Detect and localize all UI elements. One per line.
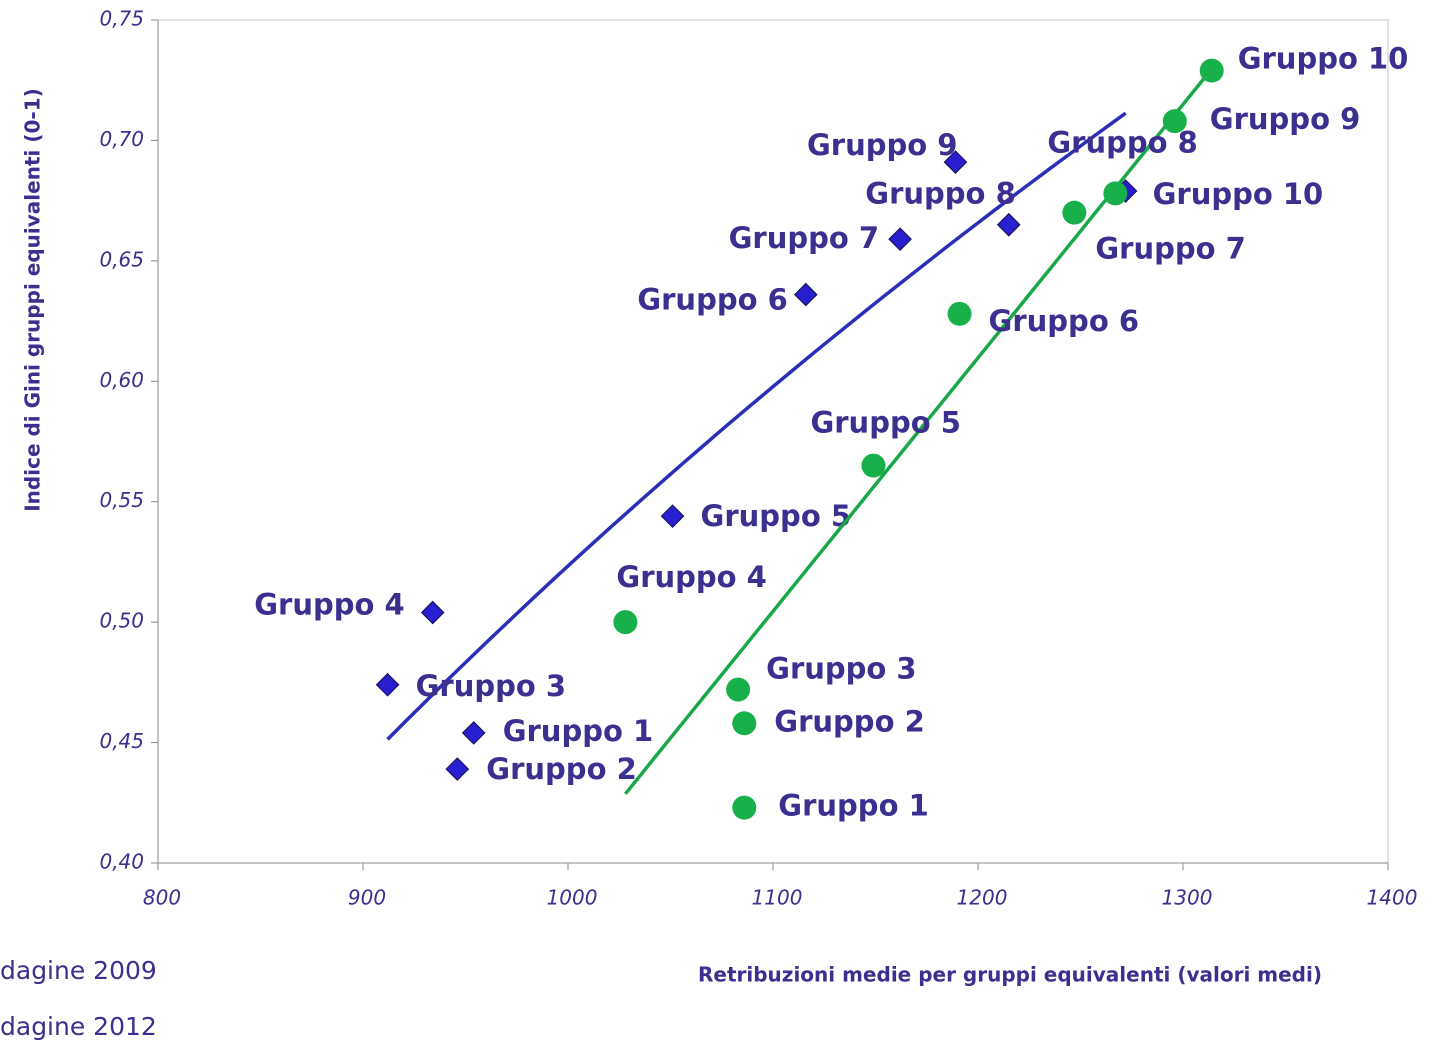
point-label: Gruppo 5 [810,406,960,440]
point [660,504,685,529]
point [947,301,972,326]
point [996,212,1021,237]
point-label: Gruppo 7 [729,221,879,255]
y-tick-label: 0,50 [99,609,144,633]
point [1199,58,1224,83]
x-tick-label: 1100 [752,886,803,910]
point [1162,109,1187,134]
point [613,610,638,635]
point-label: Gruppo 9 [1210,102,1360,136]
point-label: Gruppo 3 [416,669,566,703]
point-label: Gruppo 6 [989,304,1139,338]
point-label: Gruppo 6 [637,283,787,317]
point [943,150,968,174]
legend-label: dagine 2012 [0,1012,157,1041]
point-label: Gruppo 4 [254,588,404,622]
y-tick-label: 0,60 [99,368,144,392]
y-tick-label: 0,55 [99,488,144,512]
point-label: Gruppo 9 [807,128,957,162]
x-tick-label: 900 [348,886,386,910]
x-tick-label: 1400 [1367,886,1418,910]
point-label: Gruppo 8 [865,177,1015,211]
point-label: Gruppo 2 [486,752,636,786]
point [861,453,886,478]
point-label: Gruppo 4 [616,560,766,594]
x-axis-title: Retribuzioni medie per gruppi equivalent… [698,963,1322,987]
point [445,757,470,781]
legend-label: dagine 2009 [0,956,157,985]
point-label: Gruppo 2 [774,704,924,738]
point-label: Gruppo 10 [1153,177,1324,211]
point-label: Gruppo 5 [701,499,851,533]
point-label: Gruppo 1 [778,789,928,823]
y-tick-label: 0,65 [99,247,144,271]
trendline [386,111,1127,741]
point-label: Gruppo 7 [1095,232,1245,266]
point-label: Gruppo 1 [503,714,653,748]
point [732,711,757,736]
y-tick-label: 0,40 [99,850,144,874]
x-tick-label: 1000 [547,886,598,910]
point [888,227,912,252]
y-tick-label: 0,45 [99,729,144,753]
point [732,795,757,820]
point [793,282,818,307]
point [1062,200,1087,225]
point [461,721,486,745]
y-axis-title: Indice di Gini gruppi equivalenti (0-1) [21,88,45,512]
x-tick-label: 800 [143,886,181,910]
point-label: Gruppo 10 [1238,42,1409,76]
point [420,600,445,625]
point-label: Gruppo 3 [766,652,916,686]
point [375,672,400,697]
point [726,677,751,702]
x-tick-label: 1200 [957,886,1008,910]
y-tick-label: 0,70 [99,127,144,151]
y-tick-label: 0,75 [99,7,144,31]
point [1103,181,1128,206]
plot-frame [157,19,1389,864]
x-tick-label: 1300 [1162,886,1213,910]
